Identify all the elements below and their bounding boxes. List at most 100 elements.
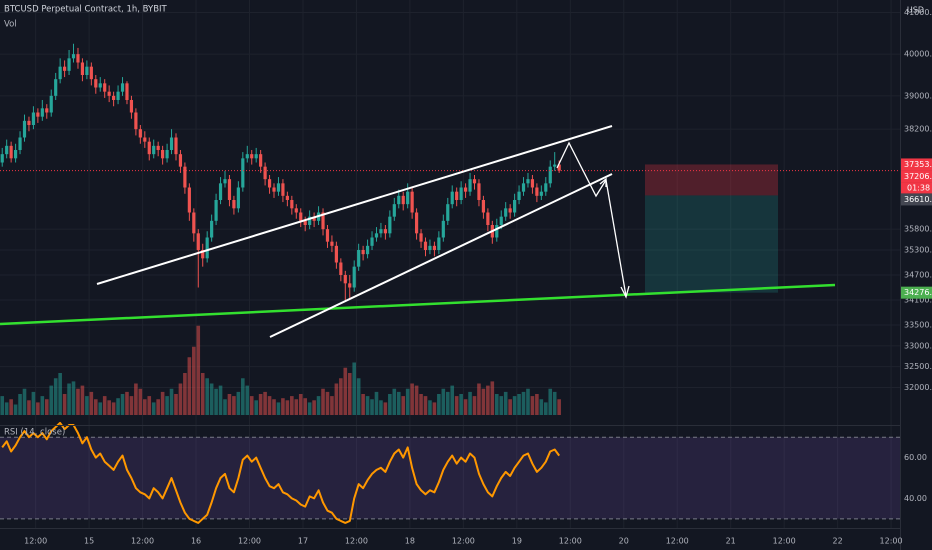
candle-body bbox=[325, 229, 330, 242]
volume-bar bbox=[486, 385, 490, 415]
candle-body bbox=[312, 216, 316, 221]
candle-body bbox=[348, 283, 352, 288]
x-tick-label: 12:00 bbox=[345, 537, 368, 546]
volume-bar bbox=[138, 388, 143, 415]
volume-bar bbox=[18, 394, 22, 415]
volume-bar bbox=[477, 383, 481, 415]
candle-body bbox=[71, 54, 76, 59]
volume-bar bbox=[169, 388, 174, 415]
candle-body bbox=[468, 179, 472, 192]
candle-body bbox=[245, 154, 249, 159]
volume-bar bbox=[445, 391, 450, 415]
volume-bar bbox=[441, 388, 446, 415]
volume bbox=[0, 325, 561, 415]
volume-bar bbox=[263, 391, 267, 415]
candle-body bbox=[138, 129, 142, 138]
volume-bar bbox=[241, 378, 245, 415]
x-tick-label: 15 bbox=[84, 537, 94, 546]
volume-bar bbox=[209, 383, 214, 415]
volume-bar bbox=[512, 396, 517, 415]
volume-bar bbox=[62, 394, 67, 415]
candle-body bbox=[495, 225, 499, 238]
candle-body bbox=[116, 91, 120, 100]
candle-body bbox=[553, 164, 557, 167]
candle-body bbox=[423, 241, 428, 250]
candle-body bbox=[192, 212, 196, 234]
candle-body bbox=[428, 245, 432, 250]
volume-bar bbox=[214, 388, 218, 415]
volume-bar bbox=[432, 402, 437, 415]
volume-bar bbox=[298, 394, 303, 415]
candle-body bbox=[107, 91, 111, 96]
volume-bar bbox=[557, 399, 561, 415]
volume-bar bbox=[374, 391, 379, 415]
candle-body bbox=[481, 200, 486, 213]
volume-bar bbox=[187, 357, 192, 415]
volume-bar bbox=[419, 394, 423, 415]
candle-body bbox=[388, 216, 392, 234]
volume-bar bbox=[53, 378, 58, 415]
volume-bar bbox=[450, 385, 455, 415]
volume-bar bbox=[147, 396, 152, 415]
candle-body bbox=[18, 137, 22, 150]
candle-body bbox=[414, 212, 419, 234]
candle-body bbox=[406, 191, 410, 205]
x-tick-label: 21 bbox=[726, 537, 736, 546]
candle-body bbox=[504, 208, 508, 217]
volume-bar bbox=[535, 394, 539, 415]
candle-body bbox=[517, 191, 521, 200]
volume-bar bbox=[272, 399, 276, 415]
volume-bar bbox=[530, 396, 535, 415]
volume-bar bbox=[343, 367, 348, 415]
volume-bar bbox=[192, 346, 196, 415]
candle-body bbox=[276, 183, 281, 192]
volume-bar bbox=[151, 402, 156, 415]
volume-bar bbox=[258, 394, 263, 415]
candle-body bbox=[67, 58, 71, 71]
volume-bar bbox=[361, 394, 365, 415]
x-tick-label: 16 bbox=[191, 537, 201, 546]
candle-body bbox=[374, 233, 379, 238]
candle-body bbox=[94, 79, 98, 88]
volume-bar bbox=[67, 383, 71, 415]
volume-bar bbox=[316, 396, 321, 415]
volume-bar bbox=[9, 399, 13, 415]
y-tick-label: 33500.0 bbox=[904, 321, 932, 330]
support-line bbox=[0, 283, 836, 326]
price-label-box bbox=[901, 170, 932, 183]
candle-body bbox=[539, 191, 543, 196]
volume-bar bbox=[356, 378, 361, 415]
volume-bar bbox=[472, 396, 477, 415]
volume-bar bbox=[223, 399, 227, 415]
volume-bar bbox=[31, 391, 36, 415]
price-label-box bbox=[901, 193, 932, 206]
candle-body bbox=[521, 183, 526, 192]
stop-zone bbox=[645, 164, 778, 196]
candle-body bbox=[263, 166, 267, 180]
candle-body bbox=[508, 208, 512, 213]
volume-bar bbox=[36, 402, 40, 415]
volume-bar bbox=[80, 385, 85, 415]
candle-body bbox=[54, 79, 58, 96]
volume-bar bbox=[196, 325, 201, 415]
candle-body bbox=[210, 220, 214, 238]
volume-bar bbox=[44, 399, 49, 415]
candle-body bbox=[463, 187, 468, 192]
candle-body bbox=[0, 154, 4, 163]
candle-body bbox=[218, 183, 223, 200]
volume-bar bbox=[89, 391, 94, 415]
candle-body bbox=[80, 62, 85, 75]
x-tick-label: 12:00 bbox=[24, 537, 47, 546]
volume-bar bbox=[330, 396, 334, 415]
candle-body bbox=[419, 233, 423, 242]
candle-body bbox=[526, 179, 530, 184]
volume-bar bbox=[58, 373, 62, 415]
candle-body bbox=[437, 237, 441, 250]
candle-body bbox=[365, 245, 370, 255]
volume-bar bbox=[312, 400, 316, 415]
target-zone bbox=[645, 195, 778, 293]
volume-bar bbox=[459, 394, 463, 415]
grid bbox=[0, 0, 900, 528]
volume-bar bbox=[102, 396, 107, 415]
volume-bar bbox=[379, 400, 383, 415]
